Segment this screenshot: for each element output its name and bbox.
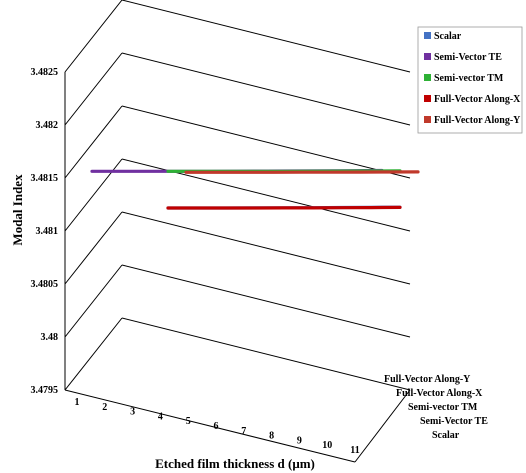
legend-swatch bbox=[424, 116, 431, 123]
x-tick-label: 7 bbox=[241, 426, 246, 437]
x-tick-label: 6 bbox=[214, 421, 219, 432]
y-grid-side-1 bbox=[121, 264, 411, 338]
legend-label: Scalar bbox=[434, 31, 462, 42]
legend-swatch bbox=[424, 74, 431, 81]
depth-tick-label: Semi-Vector TE bbox=[420, 416, 488, 427]
y-tick-label: 3.4805 bbox=[31, 279, 59, 290]
y-tick-label: 3.4795 bbox=[31, 385, 59, 396]
depth-tick-label: Full-Vector Along-X bbox=[396, 388, 483, 399]
y-grid-back-1 bbox=[64, 264, 123, 338]
y-grid-back-4 bbox=[64, 105, 123, 179]
legend: Scalar Semi-Vector TE Semi-vector TM Full-V… bbox=[417, 26, 523, 134]
y-grid-side-0 bbox=[121, 317, 411, 391]
y-grid-side-5 bbox=[121, 52, 411, 126]
legend-label: Semi-Vector TE bbox=[434, 52, 502, 63]
depth-tick-label: Semi-vector TM bbox=[408, 402, 478, 413]
x-axis-floor-edge bbox=[64, 389, 356, 463]
x-tick-label: 8 bbox=[269, 431, 274, 442]
y-axis-title: Modal Index bbox=[10, 174, 25, 246]
x-tick-label: 3 bbox=[130, 407, 135, 418]
x-tick-label: 5 bbox=[186, 416, 191, 427]
x-tick-label: 10 bbox=[322, 440, 332, 451]
y-grid-back-0 bbox=[64, 317, 123, 391]
legend-label: Full-Vector Along-Y bbox=[434, 115, 521, 126]
y-grid-back-2 bbox=[64, 211, 123, 285]
y-grid-side-6 bbox=[121, 0, 411, 73]
legend-swatch bbox=[424, 95, 431, 102]
x-tick-label: 2 bbox=[102, 402, 107, 413]
y-tick-label: 3.482 bbox=[36, 120, 59, 131]
x-tick-label: 11 bbox=[350, 445, 359, 456]
y-tick-label: 3.4825 bbox=[31, 67, 59, 78]
y-tick-labels: 3.4795 3.48 3.4805 3.481 3.4815 3.482 3.4825 bbox=[31, 67, 59, 396]
x-tick-label: 1 bbox=[75, 397, 80, 408]
x-axis-title: Etched film thickness d (μm) bbox=[155, 456, 315, 471]
legend-swatch bbox=[424, 32, 431, 39]
x-tick-label: 4 bbox=[158, 411, 163, 422]
legend-swatch bbox=[424, 53, 431, 60]
legend-label: Semi-vector TM bbox=[434, 73, 504, 84]
gridlines bbox=[64, 0, 411, 391]
y-grid-side-4 bbox=[121, 105, 411, 179]
series-line bbox=[166, 205, 402, 210]
depth-axis-floor-edge bbox=[354, 389, 411, 463]
y-grid-back-6 bbox=[64, 0, 123, 73]
legend-label: Full-Vector Along-X bbox=[434, 94, 521, 105]
chart-frame bbox=[64, 72, 411, 463]
y-tick-label: 3.48 bbox=[41, 332, 59, 343]
y-tick-label: 3.4815 bbox=[31, 173, 59, 184]
y-grid-back-5 bbox=[64, 52, 123, 126]
depth-tick-labels: Scalar Semi-Vector TE Semi-vector TM Full-V… bbox=[384, 374, 488, 441]
y-tick-label: 3.481 bbox=[36, 226, 59, 237]
depth-tick-label: Scalar bbox=[432, 430, 460, 441]
series-lines bbox=[90, 168, 420, 210]
y-grid-side-2 bbox=[121, 211, 411, 285]
x-tick-labels: 1 2 3 4 5 6 7 8 9 10 11 bbox=[75, 397, 360, 456]
x-tick-label: 9 bbox=[297, 435, 302, 446]
depth-tick-label: Full-Vector Along-Y bbox=[384, 374, 471, 385]
legend-box bbox=[417, 26, 523, 134]
